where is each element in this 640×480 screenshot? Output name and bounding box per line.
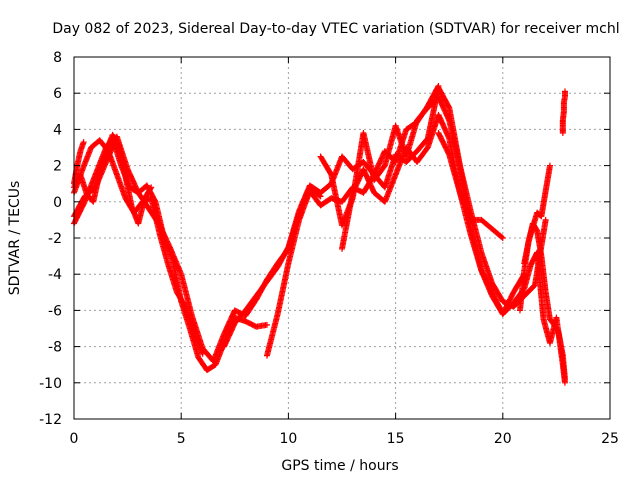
data-point — [263, 321, 270, 328]
y-tick-label: -6 — [48, 303, 62, 319]
y-tick-label: -12 — [39, 412, 62, 428]
y-tick-label: 6 — [53, 86, 62, 102]
x-axis-label: GPS time / hours — [281, 458, 398, 474]
y-tick-label: -10 — [39, 376, 62, 392]
y-tick-label: 0 — [53, 195, 62, 211]
series-sat-e — [221, 82, 442, 350]
y-tick-label: -2 — [48, 231, 62, 247]
chart-title: Day 082 of 2023, Sidereal Day-to-day VTE… — [52, 21, 619, 37]
y-tick-label: -4 — [48, 267, 62, 283]
y-tick-label: -8 — [48, 340, 62, 356]
y-tick-label: 4 — [53, 122, 62, 138]
data-series — [71, 82, 568, 386]
data-point — [561, 88, 568, 95]
data-point — [542, 216, 549, 223]
x-tick-label: 25 — [601, 431, 619, 447]
y-axis-label: SDTVAR / TECUs — [7, 181, 23, 296]
y-tick-label: 2 — [53, 159, 62, 175]
x-tick-label: 5 — [177, 431, 186, 447]
series-sat-l — [559, 88, 568, 137]
x-tick-label: 10 — [279, 431, 297, 447]
x-tick-label: 20 — [494, 431, 512, 447]
axis-ticks: 0 5 10 15 20 25 -12 -10 -8 -6 -4 -2 0 2 4 6 8 — [39, 50, 619, 447]
y-tick-label: 8 — [53, 50, 62, 66]
x-tick-label: 15 — [387, 431, 405, 447]
x-tick-label: 0 — [70, 431, 79, 447]
